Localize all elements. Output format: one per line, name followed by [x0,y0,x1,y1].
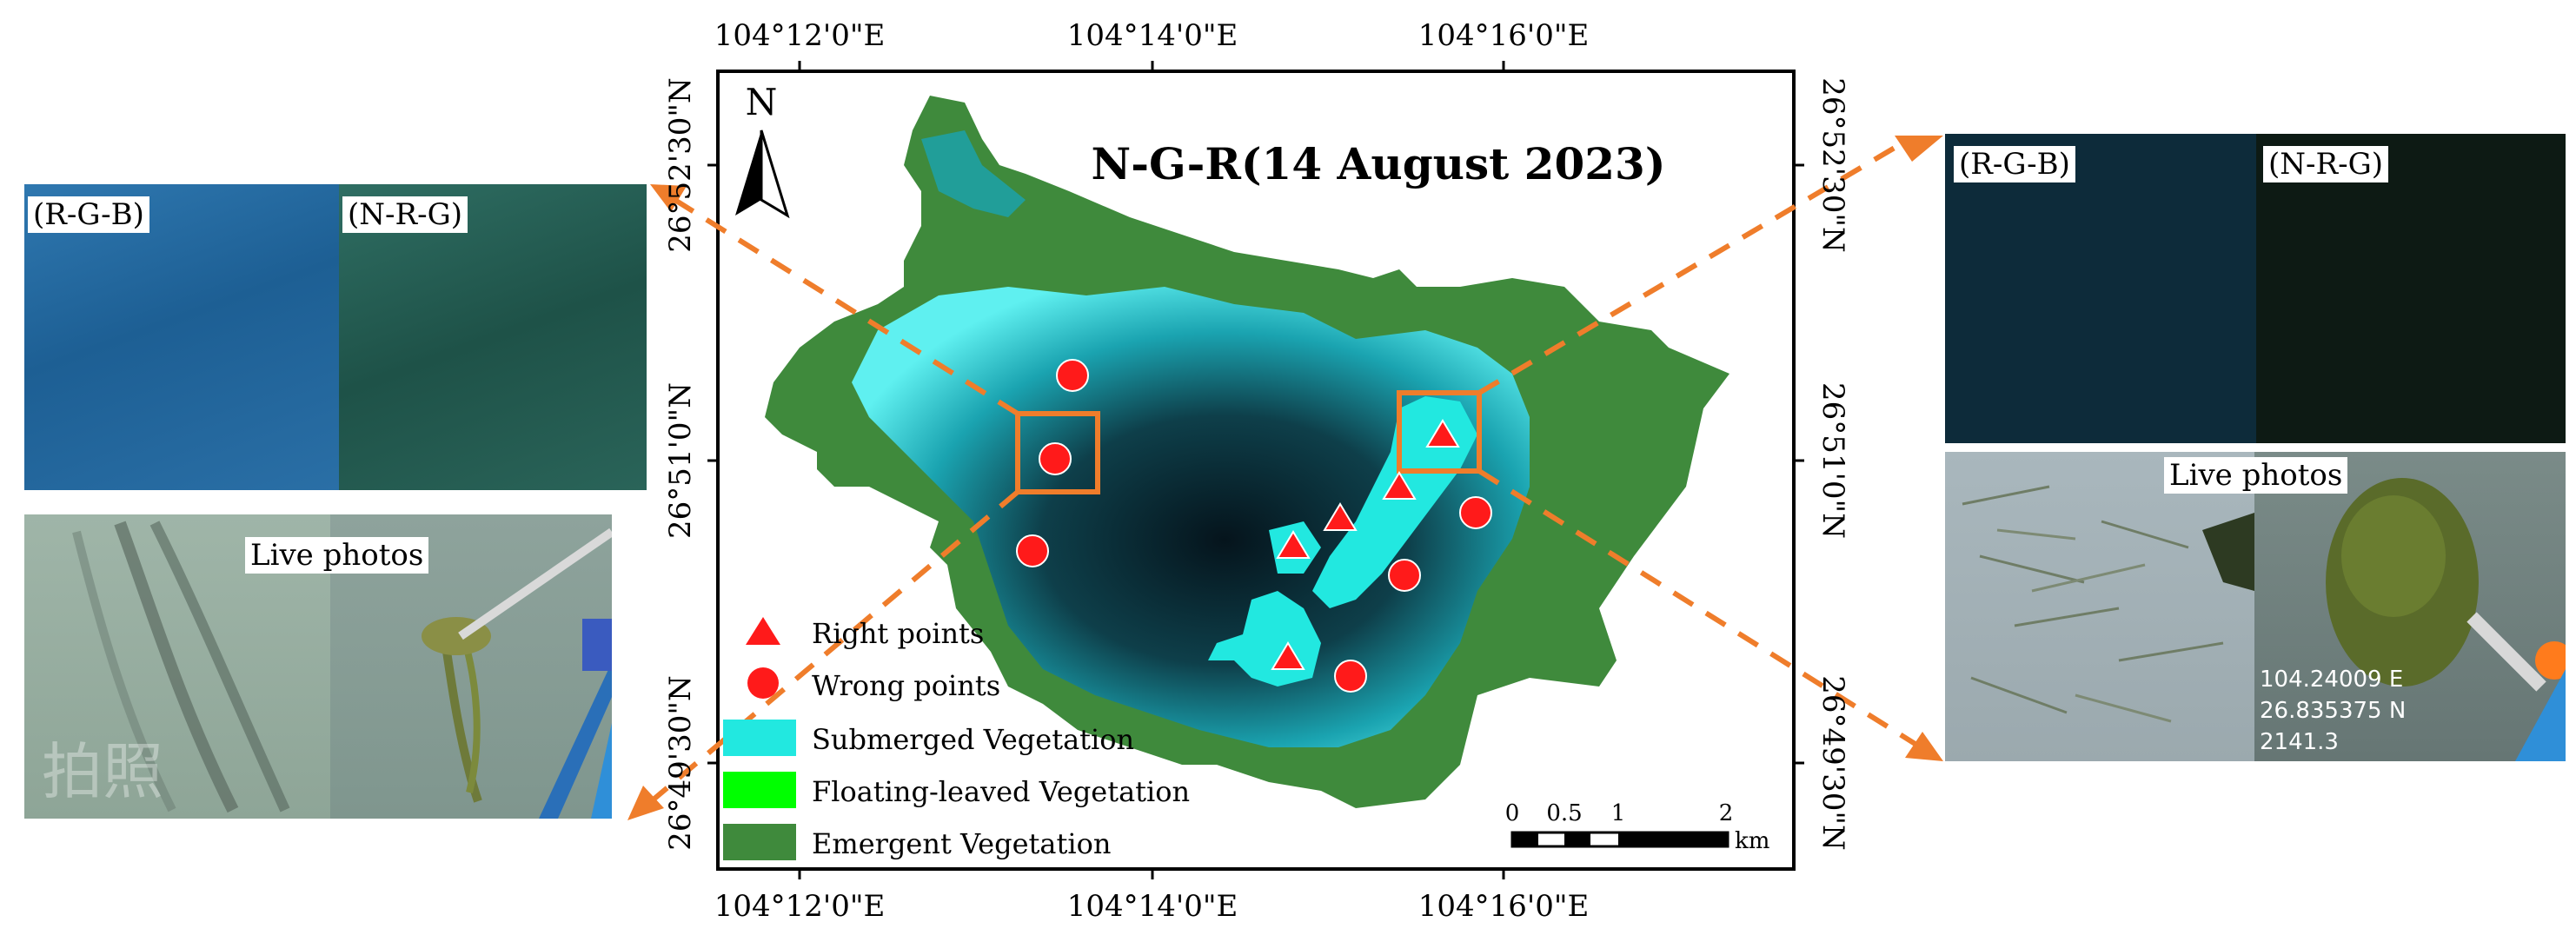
legend-label: Emergent Vegetation [812,827,1111,860]
lake-water [852,287,1530,747]
bottom-tick-label: 104°12'0"E [714,889,886,924]
scale-label: 1 [1611,800,1626,826]
right-live-photos-label: Live photos [2164,457,2348,494]
leader-right-upper [1477,145,1896,395]
wrong-point [1056,359,1089,392]
bottom-tick-label: 104°14'0"E [1067,889,1238,924]
callout-arrowheads [627,136,1943,820]
left-tick-label: 26°49'30"N [663,675,698,851]
wrong-point [1459,496,1492,529]
right-rgb-label: (R-G-B) [1954,146,2075,182]
right-gps-readout: 104.24009 E 26.835375 N 2141.3 [2260,664,2406,758]
right-tick-label: 26°49'30"N [1816,675,1850,851]
legend-submerged-swatch [723,720,796,756]
top-tick-label: 104°16'0"E [1418,18,1590,53]
wrong-point [1016,534,1049,567]
wrong-point [1334,660,1367,693]
legend: Right points Wrong points Submerged Vege… [723,617,1190,860]
map-title: N-G-R(14 August 2023) [1092,138,1666,189]
left-satellite-nrg-image [339,184,647,490]
wrong-point [1039,442,1072,475]
axis-ticks [707,61,1804,879]
left-tick-label: 26°51'0"N [663,382,698,539]
left-live-photo-watermark: 拍照 [42,736,163,807]
bottom-tick-label: 104°16'0"E [1418,889,1590,924]
right-point [1382,471,1417,500]
arrowhead-left-lower [627,786,664,820]
scale-bar: 0 0.5 1 2 km [1505,800,1770,854]
right-satellite-nrg-image [2256,134,2566,443]
right-live-photo-grass [1962,485,2254,723]
left-rgb-label: (R-G-B) [28,196,149,233]
legend-label: Right points [812,617,984,650]
left-live-photos-label: Live photos [245,537,429,574]
gps-latitude: 26.835375 N [2260,698,2407,724]
sample-points [1016,359,1492,693]
callout-leader-lines [641,145,1922,811]
right-satellite-rgb-image [1945,134,2256,443]
legend-floating-swatch [723,772,796,808]
leader-left-upper [667,194,1019,416]
scale-unit: km [1735,828,1769,854]
north-arrow-icon [735,129,790,219]
arrowhead-right-upper [1895,136,1943,162]
right-live-photo-1 [1945,452,2254,761]
wrong-point [1388,559,1421,592]
top-tick-label: 104°12'0"E [714,18,886,53]
right-live-photo-2 [2254,452,2566,761]
right-tick-label: 26°52'30"N [1816,77,1850,253]
gps-longitude: 104.24009 E [2260,667,2404,693]
legend-label: Submerged Vegetation [812,723,1134,756]
legend-wrong-points-symbol [747,667,779,699]
gps-altitude: 2141.3 [2260,729,2339,755]
scale-label: 0.5 [1546,800,1582,826]
right-point [1276,530,1311,559]
left-satellite-rgb-image [24,184,339,490]
northern-bay [921,130,1026,217]
leader-right-lower [1477,468,1922,750]
right-point [1323,502,1358,531]
legend-label: Wrong points [812,669,1000,702]
right-nrg-label: (N-R-G) [2263,146,2389,182]
left-nrg-label: (N-R-G) [342,196,468,233]
legend-right-points-symbol [746,617,780,645]
arrowhead-right-lower [1905,732,1943,761]
leader-left-lower [641,489,1019,811]
legend-label: Floating-leaved Vegetation [812,775,1190,808]
left-callout-box [1015,411,1100,494]
right-point [1271,641,1305,670]
left-tick-label: 26°52'30"N [663,77,698,253]
right-tick-label: 26°51'0"N [1816,382,1850,539]
scale-label: 2 [1719,800,1734,826]
left-live-photo-weeds [72,521,290,813]
top-tick-label: 104°14'0"E [1067,18,1238,53]
right-callout-box [1397,390,1482,474]
submerged-vegetation-patch-ne [1312,396,1477,608]
arrowhead-left-upper [650,184,687,212]
legend-emergent-swatch [723,824,796,860]
right-live-photo-plant-clump [2326,478,2566,761]
left-live-photo-boat [422,527,612,819]
right-point [1425,419,1460,448]
north-label: N [746,81,778,123]
scale-label: 0 [1505,800,1520,826]
